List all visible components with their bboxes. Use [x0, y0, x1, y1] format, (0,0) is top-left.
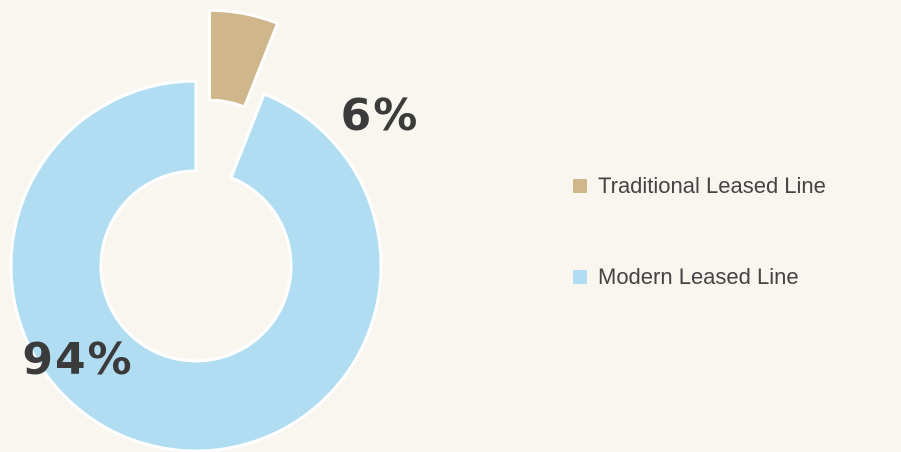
donut-slice	[207, 8, 280, 109]
legend-swatch	[573, 270, 587, 284]
legend-label: Traditional Leased Line	[598, 173, 826, 198]
value-label: 94%	[22, 334, 133, 385]
donut-slice	[9, 79, 383, 452]
legend-swatch	[573, 179, 587, 193]
legend-label: Modern Leased Line	[598, 264, 799, 289]
value-label: 6%	[341, 90, 420, 141]
